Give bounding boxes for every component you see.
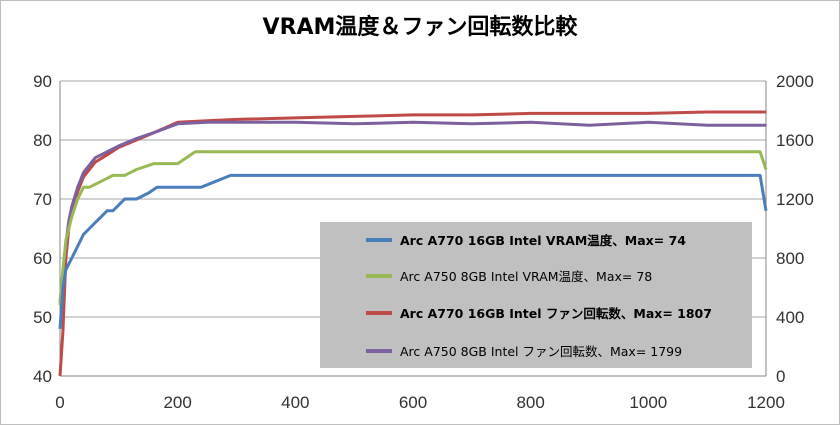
y-left-tick-label: 90 xyxy=(33,72,52,91)
x-tick-label: 1200 xyxy=(747,393,785,412)
series-layer xyxy=(58,110,768,377)
legend: Arc A770 16GB Intel VRAM温度、Max= 74 Arc A7… xyxy=(320,222,752,368)
y-left-tick-label: 40 xyxy=(33,367,52,386)
legend-entry-1: Arc A750 8GB Intel VRAM温度、Max= 78 xyxy=(400,269,652,284)
x-tick-label: 0 xyxy=(55,393,64,412)
x-tick-label: 400 xyxy=(281,393,309,412)
series-line-0 xyxy=(58,173,768,329)
y-left-tick-label: 60 xyxy=(33,249,52,268)
y-right-tick-label: 400 xyxy=(776,308,804,327)
x-tick-label: 200 xyxy=(163,393,191,412)
y-left-tick-label: 50 xyxy=(33,308,52,327)
tick-labels: 40 50 60 70 80 90 0 400 800 1200 1600 2000 0 200 400 60… xyxy=(33,72,814,412)
x-tick-label: 1000 xyxy=(629,393,667,412)
series-line-3 xyxy=(58,120,766,303)
legend-entry-2: Arc A770 16GB Intel ファン回転数、Max= 1807 xyxy=(400,306,712,321)
chart-title: VRAM温度＆ファン回転数比較 xyxy=(263,14,579,40)
y-right-tick-label: 800 xyxy=(776,249,804,268)
y-right-tick-label: 1600 xyxy=(776,131,814,150)
legend-entry-3: Arc A750 8GB Intel ファン回転数、Max= 1799 xyxy=(400,344,682,359)
y-left-tick-label: 70 xyxy=(33,190,52,209)
series-line-1 xyxy=(58,150,768,306)
y-right-tick-label: 0 xyxy=(776,367,785,386)
legend-entry-0: Arc A770 16GB Intel VRAM温度、Max= 74 xyxy=(400,233,686,248)
y-left-tick-label: 80 xyxy=(33,131,52,150)
x-tick-label: 800 xyxy=(516,393,544,412)
y-right-tick-label: 1200 xyxy=(776,190,814,209)
x-tick-label: 600 xyxy=(399,393,427,412)
y-right-tick-label: 2000 xyxy=(776,72,814,91)
legend-box xyxy=(320,222,752,368)
